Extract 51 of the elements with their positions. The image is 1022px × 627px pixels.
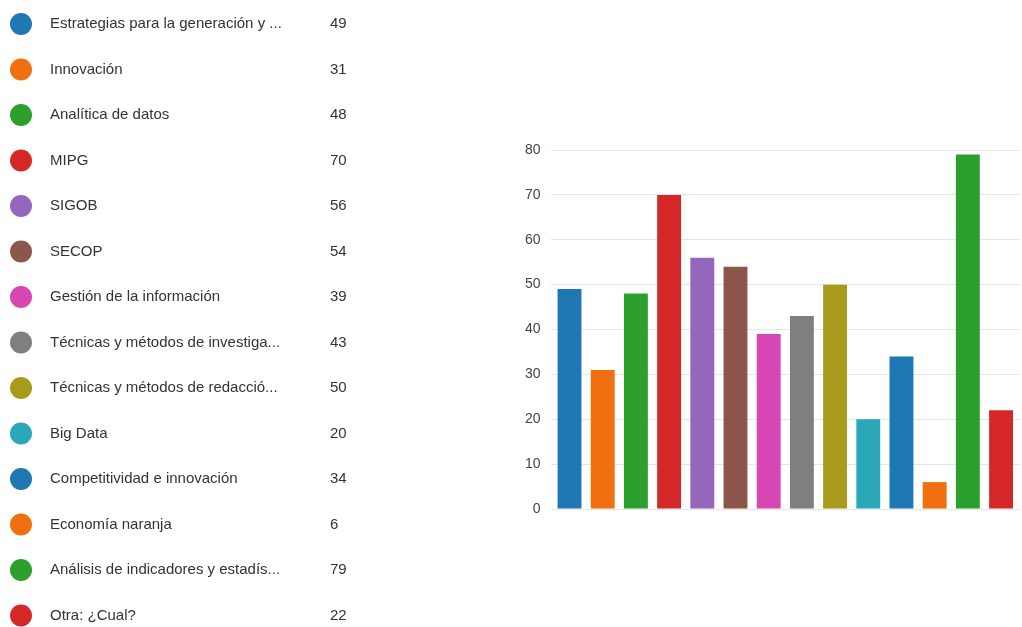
y-tick-label: 60 (524, 230, 541, 247)
bar (823, 284, 848, 509)
legend-label: MIPG (50, 150, 89, 168)
y-tick-label: 20 (524, 410, 541, 427)
legend-label: SIGOB (50, 196, 98, 214)
text: 31 (330, 59, 347, 77)
legend-label: Innovación (50, 59, 123, 77)
text: 50 (330, 378, 347, 396)
text: 54 (330, 241, 347, 259)
bar (889, 356, 914, 509)
bar (989, 410, 1014, 509)
bar (657, 194, 682, 509)
legend-label: Economía naranja (50, 514, 173, 532)
legend-label: Gestión de la información (50, 287, 221, 305)
legend-label: Analítica de datos (50, 105, 170, 123)
bar (955, 154, 980, 509)
text: 48 (330, 105, 347, 123)
legend-label: Técnicas y métodos de redacció... (50, 378, 278, 396)
y-tick-label: 10 (524, 454, 541, 471)
text: 22 (330, 605, 347, 623)
text: 79 (330, 560, 347, 578)
bar (856, 419, 881, 509)
text: 20 (330, 423, 347, 441)
bar (922, 482, 947, 509)
bar (723, 266, 748, 509)
legend-label: SECOP (50, 241, 103, 259)
legend-label: Otra: ¿Cual? (50, 605, 136, 623)
text: 39 (330, 287, 347, 305)
y-tick-label: 0 (532, 499, 541, 516)
legend-label: Estrategias para la generación y ... (50, 14, 282, 32)
bar (690, 257, 715, 509)
text: 56 (330, 196, 347, 214)
y-tick-label: 30 (524, 365, 541, 382)
text: 43 (330, 332, 347, 350)
y-tick-label: 50 (524, 275, 541, 292)
text: 49 (330, 14, 347, 32)
bar (557, 289, 582, 509)
legend-label: Big Data (50, 423, 109, 441)
bar (590, 369, 615, 509)
bar (756, 333, 781, 509)
legend-label: Competitividad e innovación (50, 469, 238, 487)
legend-label: Técnicas y métodos de investiga... (50, 332, 281, 350)
bar (623, 293, 648, 509)
legend-label: Análisis de indicadores y estadís... (50, 560, 281, 578)
text: 70 (330, 150, 347, 168)
y-tick-label: 70 (524, 185, 541, 202)
y-tick-label: 40 (524, 320, 541, 337)
text: 6 (330, 514, 339, 532)
bar (789, 316, 814, 509)
y-tick-label: 80 (524, 140, 541, 157)
text: 34 (330, 469, 347, 487)
